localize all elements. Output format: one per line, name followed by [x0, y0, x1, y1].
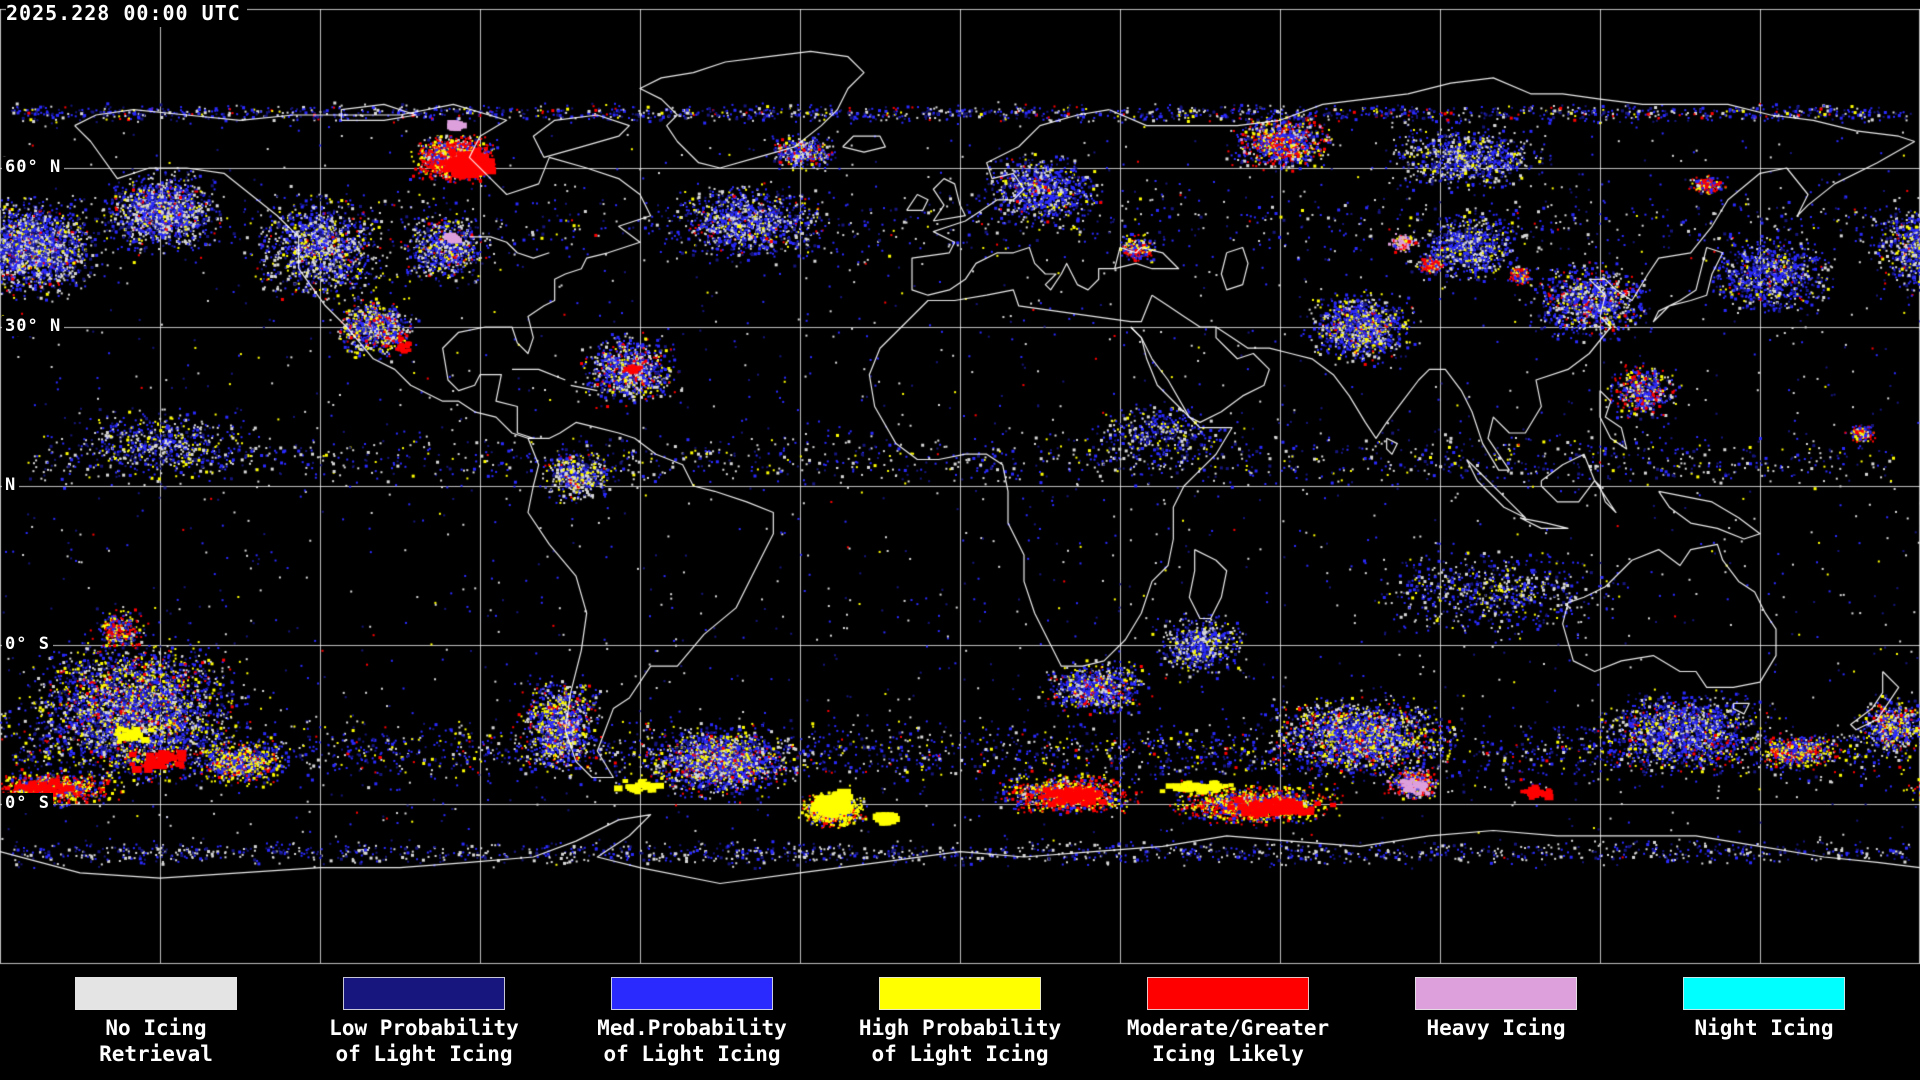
legend-item: Heavy Icing [1362, 977, 1630, 1041]
legend-swatch [611, 977, 773, 1010]
lat-label: 0° S [2, 634, 53, 654]
legend-label: High Probability of Light Icing [859, 1015, 1061, 1067]
legend-label-line2: of Light Icing [335, 1042, 513, 1066]
legend-label-line1: High Probability [858, 1016, 1062, 1040]
legend-item: Low Probability of Light Icing [290, 977, 558, 1067]
legend-swatch [343, 977, 505, 1010]
timestamp-label: 2025.228 00:00 UTC [6, 1, 247, 27]
lat-label: 30° N [2, 316, 65, 336]
legend-item: Moderate/Greater Icing Likely [1094, 977, 1362, 1067]
legend-label-line2: of Light Icing [871, 1042, 1049, 1066]
legend-label-line2: Retrieval [99, 1042, 213, 1066]
legend-item: Night Icing [1630, 977, 1898, 1041]
legend-label: No Icing Retrieval [99, 1015, 213, 1067]
world-icing-map [0, 0, 1920, 970]
lat-label: 60° N [2, 157, 65, 177]
lat-label: 0° S [2, 793, 53, 813]
legend-swatch [1147, 977, 1309, 1010]
legend-label: Night Icing [1694, 1015, 1833, 1041]
legend-label-line1: Med.Probability [597, 1016, 787, 1040]
legend-label: Heavy Icing [1426, 1015, 1565, 1041]
legend-label: Med.Probability of Light Icing [597, 1015, 787, 1067]
legend-item: High Probability of Light Icing [826, 977, 1094, 1067]
legend-label-line2: Icing Likely [1152, 1042, 1304, 1066]
legend-swatch [1415, 977, 1577, 1010]
legend-label-line1: Night Icing [1694, 1016, 1834, 1040]
legend-swatch [879, 977, 1041, 1010]
map-region: 2025.228 00:00 UTC 60° N 30° N N 0° S 0° S [0, 0, 1920, 970]
lat-label: N [2, 475, 20, 495]
legend: No Icing Retrieval Low Probability of Light… [0, 970, 1920, 1080]
legend-item: Med.Probability of Light Icing [558, 977, 826, 1067]
legend-label-line1: Moderate/Greater [1126, 1016, 1330, 1040]
legend-swatch [1683, 977, 1845, 1010]
legend-label: Moderate/Greater Icing Likely [1127, 1015, 1329, 1067]
legend-label-line1: Heavy Icing [1426, 1016, 1566, 1040]
legend-label: Low Probability of Light Icing [329, 1015, 519, 1067]
legend-swatch [75, 977, 237, 1010]
legend-item: No Icing Retrieval [22, 977, 290, 1067]
legend-label-line1: No Icing [105, 1016, 207, 1040]
legend-label-line1: Low Probability [329, 1016, 519, 1040]
legend-label-line2: of Light Icing [603, 1042, 781, 1066]
